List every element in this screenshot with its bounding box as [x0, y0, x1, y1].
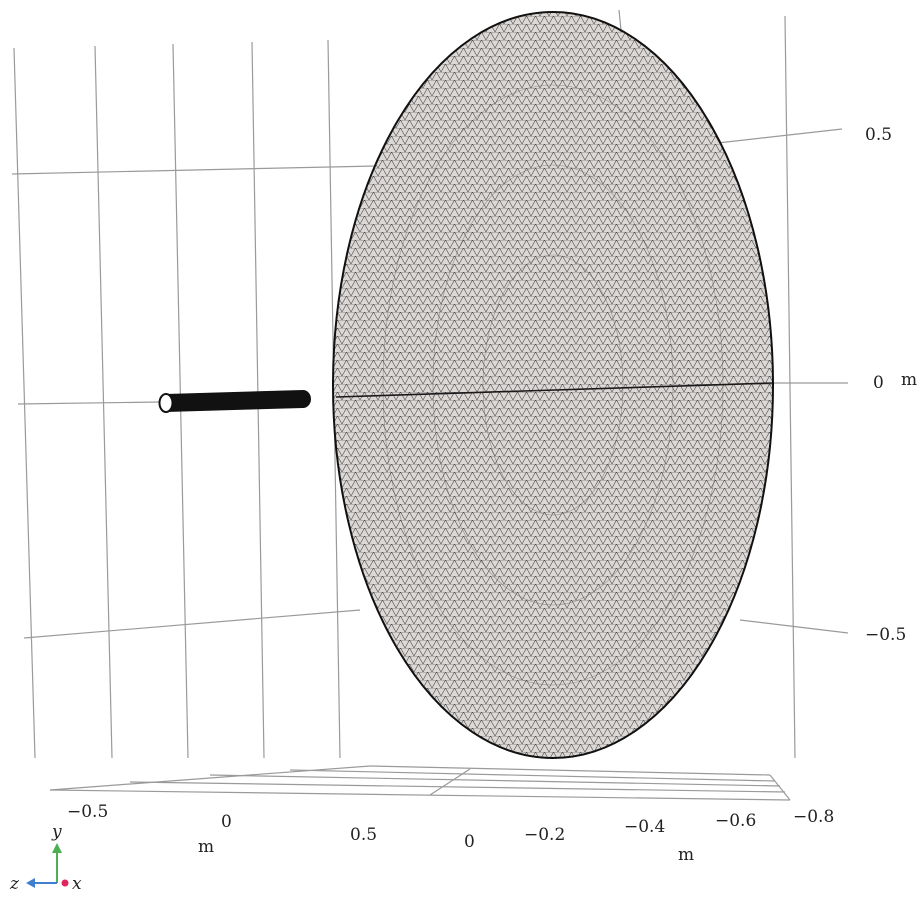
grid-horizontal-lines	[11, 128, 849, 639]
y-axis-labels: 0.5 0 −0.5 m	[865, 125, 917, 645]
x-axis-unit: m	[198, 837, 214, 857]
z-tick-label: −0.4	[624, 817, 665, 837]
triad-y-label: y	[51, 822, 62, 842]
x-tick-label: 0	[221, 812, 232, 832]
y-tick-label: 0.5	[865, 125, 892, 145]
z-tick-label: 0	[464, 832, 475, 852]
y-tick-label: 0	[873, 373, 884, 393]
meshed-disk[interactable]	[332, 11, 774, 759]
triad-z-label: z	[9, 874, 20, 894]
z-tick-label: −0.8	[793, 807, 834, 827]
z-axis-unit: m	[678, 845, 694, 865]
axis-triad: y z x	[9, 822, 82, 894]
x-tick-label: 0.5	[350, 825, 377, 845]
cylinder-rod[interactable]	[158, 390, 312, 413]
disk-midline	[335, 382, 773, 398]
z-tick-label: −0.6	[715, 811, 756, 831]
z-tick-label: −0.2	[524, 825, 565, 845]
triad-z-arrow-icon	[26, 878, 35, 888]
z-axis-labels: 0 −0.2 −0.4 −0.6 −0.8 m	[464, 807, 834, 865]
x-axis-labels: −0.5 0 0.5 m	[67, 802, 377, 857]
triad-x-label: x	[72, 874, 82, 894]
triad-y-arrow-icon	[52, 843, 62, 853]
x-tick-label: −0.5	[67, 802, 108, 822]
y-axis-unit: m	[901, 370, 917, 390]
floor-grid	[49, 765, 791, 801]
triad-x-dot-icon	[61, 879, 69, 887]
y-tick-label: −0.5	[865, 625, 906, 645]
